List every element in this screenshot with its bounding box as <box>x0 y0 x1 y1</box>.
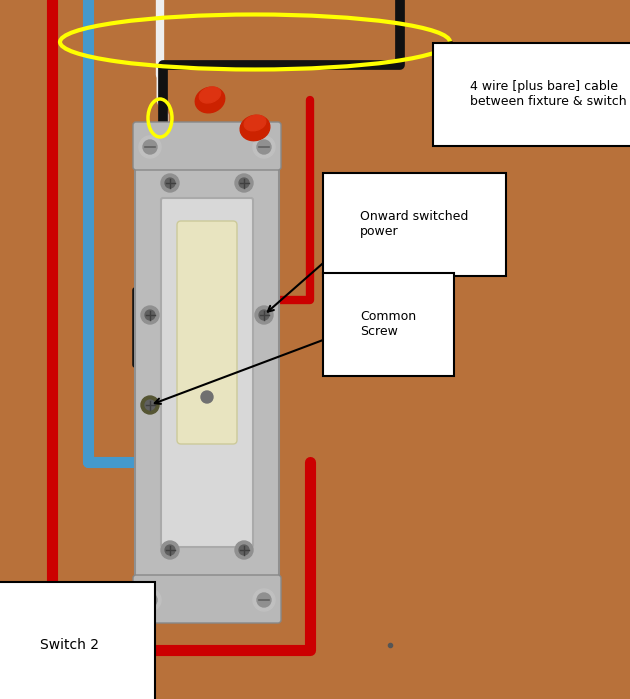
Ellipse shape <box>195 87 225 113</box>
Circle shape <box>145 400 155 410</box>
Circle shape <box>239 178 249 188</box>
Circle shape <box>257 140 271 154</box>
Circle shape <box>161 541 179 559</box>
Text: 4 wire [plus bare] cable
between fixture & switch 2: 4 wire [plus bare] cable between fixture… <box>470 80 630 108</box>
Circle shape <box>141 306 159 324</box>
Circle shape <box>143 593 157 607</box>
Ellipse shape <box>244 115 266 131</box>
Text: Onward switched
power: Onward switched power <box>360 210 468 238</box>
Ellipse shape <box>240 115 270 140</box>
Circle shape <box>257 593 271 607</box>
Circle shape <box>165 178 175 188</box>
Circle shape <box>143 140 157 154</box>
Circle shape <box>235 174 253 192</box>
Circle shape <box>201 391 213 403</box>
Circle shape <box>141 396 159 414</box>
Circle shape <box>253 136 275 158</box>
FancyBboxPatch shape <box>161 198 253 547</box>
FancyBboxPatch shape <box>133 122 281 170</box>
Circle shape <box>239 545 249 555</box>
Circle shape <box>161 174 179 192</box>
Ellipse shape <box>199 87 220 103</box>
Circle shape <box>139 136 161 158</box>
Circle shape <box>255 306 273 324</box>
Circle shape <box>139 589 161 611</box>
Circle shape <box>235 541 253 559</box>
FancyBboxPatch shape <box>177 221 237 444</box>
Circle shape <box>259 310 269 320</box>
Circle shape <box>253 589 275 611</box>
Text: Common
Screw: Common Screw <box>360 310 416 338</box>
Circle shape <box>165 545 175 555</box>
Circle shape <box>145 310 155 320</box>
FancyBboxPatch shape <box>135 137 279 598</box>
FancyBboxPatch shape <box>133 575 281 623</box>
Text: Switch 2: Switch 2 <box>40 638 100 652</box>
